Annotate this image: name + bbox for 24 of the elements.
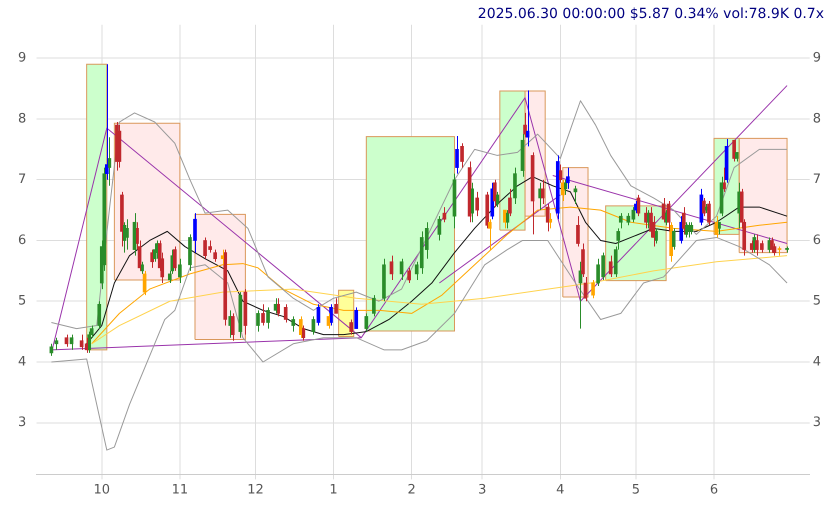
y-tick-label: 5 [18, 294, 26, 309]
x-tick-label: 5 [632, 482, 640, 498]
y-tick-label: 9 [18, 50, 26, 66]
x-tick-label: 1 [329, 482, 338, 498]
x-tick-label: 11 [172, 482, 188, 498]
x-tick-label: 6 [710, 482, 718, 498]
y2-tick-label: 6 [812, 232, 822, 248]
y2-tick-label: 8 [812, 111, 822, 126]
y-tick-label: 6 [18, 232, 26, 248]
y-tick-label: 4 [18, 354, 26, 370]
chart-title: 2025.06.30 00:00:00 $5.87 0.34% vol:78.9K 0.7x [478, 6, 824, 22]
x-tick-label: 10 [94, 482, 110, 498]
y-tick-label: 3 [18, 415, 26, 430]
y-tick-label: 8 [18, 111, 26, 126]
y2-tick-label: 5 [812, 294, 822, 309]
x-tick-label: 4 [556, 482, 564, 498]
x-tick-label: 12 [247, 482, 264, 498]
x-tick-label: 3 [478, 482, 486, 498]
x-tick-label: 2 [408, 482, 416, 498]
y2-tick-label: 9 [812, 50, 822, 66]
y2-tick-label: 4 [812, 354, 822, 370]
y2-tick-label: 3 [812, 415, 822, 430]
y-tick-label: 7 [18, 172, 26, 188]
y2-tick-label: 7 [812, 172, 822, 188]
